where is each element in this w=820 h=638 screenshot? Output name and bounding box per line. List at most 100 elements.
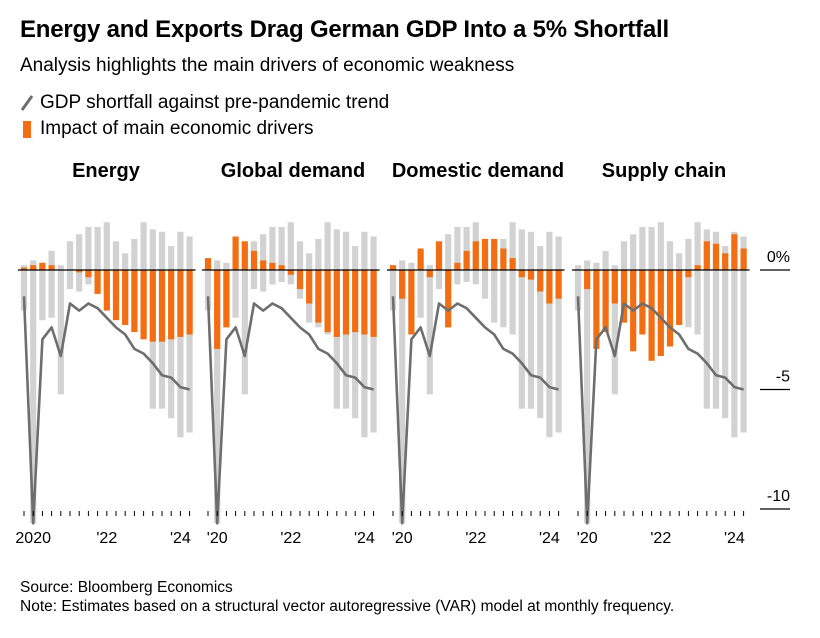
driver-bar xyxy=(168,270,175,340)
range-bar xyxy=(648,227,655,282)
driver-bar xyxy=(527,270,535,280)
range-bar xyxy=(630,234,637,292)
driver-bar xyxy=(370,270,377,337)
footnote: Source: Bloomberg Economics Note: Estima… xyxy=(20,578,674,616)
driver-bar xyxy=(426,270,433,278)
y-tick-label: -5 xyxy=(776,369,790,386)
range-bar xyxy=(620,241,628,290)
panel-title: Global demand xyxy=(221,160,365,182)
range-bar xyxy=(657,222,664,285)
driver-bar xyxy=(676,270,683,325)
driver-bar xyxy=(518,270,525,278)
range-bar xyxy=(685,238,692,328)
x-tick-label: '22 xyxy=(465,530,486,547)
driver-bar xyxy=(555,270,562,299)
gdp-shortfall-line xyxy=(22,296,190,525)
driver-bar xyxy=(435,241,443,270)
legend: GDP shortfall against pre-pandemic trend… xyxy=(20,90,389,142)
range-bar xyxy=(85,227,92,285)
driver-bar xyxy=(48,265,55,270)
range-bar xyxy=(694,222,701,335)
range-bar xyxy=(722,246,729,419)
driver-bar xyxy=(602,270,609,333)
range-bar xyxy=(555,236,562,433)
driver-bar xyxy=(445,270,452,328)
panel-title: Supply chain xyxy=(602,160,726,182)
driver-bar xyxy=(593,270,600,349)
driver-bar xyxy=(278,265,285,270)
driver-bar xyxy=(685,270,692,278)
driver-bar xyxy=(269,262,276,270)
driver-bar xyxy=(722,253,729,270)
driver-bar xyxy=(648,270,655,361)
range-bar xyxy=(30,260,37,524)
driver-bar xyxy=(149,270,156,342)
range-bar xyxy=(527,231,535,409)
range-bar xyxy=(445,234,452,292)
driver-bar xyxy=(666,270,674,347)
range-bar xyxy=(584,260,591,524)
gdp-shortfall-line xyxy=(206,296,374,525)
note-text: Note: Estimates based on a structural ve… xyxy=(20,598,675,615)
driver-bar xyxy=(537,270,544,292)
gdp-shortfall-line xyxy=(576,296,744,525)
driver-bar xyxy=(250,250,258,270)
driver-bar xyxy=(731,234,738,270)
driver-bar xyxy=(657,270,664,356)
range-bar xyxy=(574,265,582,311)
driver-bar xyxy=(85,270,92,278)
range-bar xyxy=(509,222,516,335)
range-bar xyxy=(361,231,368,438)
range-bar xyxy=(232,250,239,318)
range-bar xyxy=(76,234,83,292)
range-bar xyxy=(611,265,618,395)
range-bar xyxy=(204,265,212,311)
driver-bar xyxy=(399,270,406,299)
range-bar xyxy=(278,227,285,282)
driver-bar xyxy=(122,270,129,325)
driver-bar xyxy=(76,270,83,273)
range-bar xyxy=(703,229,710,409)
y-tick-label: -10 xyxy=(767,488,790,505)
driver-bar xyxy=(546,270,553,304)
driver-bar xyxy=(389,265,397,270)
driver-bar xyxy=(260,260,267,270)
range-bar xyxy=(103,222,110,285)
range-bar xyxy=(241,265,248,395)
driver-bar xyxy=(694,265,701,270)
x-tick-label: '24 xyxy=(170,530,191,547)
legend-item-bar: Impact of main economic drivers xyxy=(20,116,389,142)
driver-bar xyxy=(509,258,516,270)
driver-bar xyxy=(500,248,507,270)
driver-bar xyxy=(584,270,591,290)
range-bar xyxy=(57,265,64,395)
driver-bar xyxy=(232,236,239,270)
gdp-shortfall-line xyxy=(391,296,559,525)
range-bar xyxy=(214,260,221,524)
range-bar xyxy=(20,265,28,311)
driver-bar xyxy=(703,241,710,270)
panel-title: Energy xyxy=(72,160,141,182)
range-bar xyxy=(287,222,294,285)
driver-bar xyxy=(324,270,331,333)
range-bar xyxy=(454,227,461,285)
driver-bar xyxy=(30,265,37,270)
x-tick-label: '20 xyxy=(577,530,598,547)
range-bar xyxy=(731,231,738,438)
range-bar xyxy=(39,262,46,321)
driver-bar xyxy=(352,270,359,333)
range-bar xyxy=(500,238,507,328)
range-bar xyxy=(389,265,397,311)
driver-bar xyxy=(140,270,147,340)
driver-bar xyxy=(112,270,120,321)
driver-bar xyxy=(204,258,212,270)
driver-bar xyxy=(417,248,424,270)
range-bar xyxy=(399,260,406,524)
x-tick-label: 2020 xyxy=(15,530,51,547)
driver-bar xyxy=(223,270,230,328)
driver-bar xyxy=(296,270,304,290)
driver-bar xyxy=(620,270,628,323)
legend-bar-swatch xyxy=(23,121,31,138)
range-bar xyxy=(94,227,101,282)
